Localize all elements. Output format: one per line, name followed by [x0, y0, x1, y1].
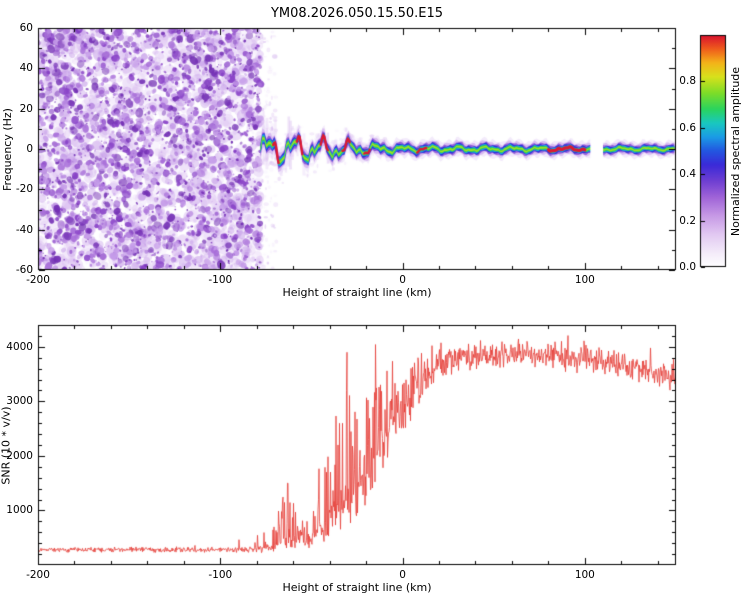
spectrogram-xaxis-label: Height of straight line (km): [282, 286, 432, 299]
snr-xaxis-label: Height of straight line (km): [282, 581, 432, 594]
figure-title: YM08.2026.050.15.50.E15: [270, 6, 444, 21]
